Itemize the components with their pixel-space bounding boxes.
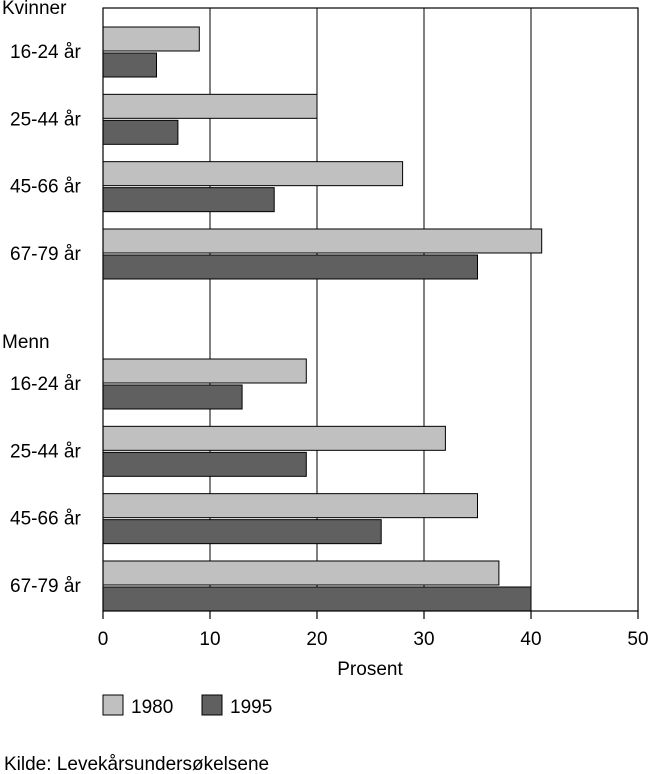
bars — [102, 26, 543, 612]
group-label-menn: Menn — [2, 332, 50, 353]
bar-kvinner-2-1980 — [102, 161, 404, 187]
category-label-kvinner-2: 45-66 år — [10, 177, 81, 198]
category-label-kvinner-1: 25-44 år — [10, 109, 81, 130]
category-label-menn-3: 67-79 år — [10, 576, 81, 597]
group-label-kvinner: Kvinner — [2, 0, 67, 19]
category-label-menn-2: 45-66 år — [10, 509, 81, 530]
bar-kvinner-0-1980 — [102, 26, 200, 52]
x-axis-label: Prosent — [337, 659, 403, 680]
bar-kvinner-3-1980 — [102, 228, 543, 254]
x-axis-ticks: 0 10 20 30 40 50 — [98, 611, 649, 650]
bar-menn-3-1995 — [102, 586, 532, 612]
bar-menn-2-1980 — [102, 493, 478, 519]
tick-label-0: 0 — [98, 629, 109, 650]
legend-swatch-1995 — [201, 694, 223, 716]
legend-swatch-1980 — [102, 694, 124, 716]
tick-label-20: 20 — [306, 629, 327, 650]
bar-menn-1-1995 — [102, 451, 307, 477]
category-label-menn-1: 25-44 år — [10, 441, 81, 462]
bar-kvinner-3-1995 — [102, 254, 478, 280]
category-label-kvinner-0: 16-24 år — [10, 42, 81, 63]
bar-kvinner-0-1995 — [102, 52, 157, 78]
category-label-menn-0: 16-24 år — [10, 374, 81, 395]
bar-menn-3-1980 — [102, 560, 500, 586]
tick-label-50: 50 — [627, 629, 648, 650]
category-label-kvinner-3: 67-79 år — [10, 244, 81, 265]
bar-kvinner-2-1995 — [102, 187, 275, 213]
bar-kvinner-1-1995 — [102, 119, 179, 145]
legend: 1980 1995 — [102, 694, 272, 718]
bar-menn-0-1995 — [102, 384, 243, 410]
bar-menn-0-1980 — [102, 358, 307, 384]
plot-frame — [102, 7, 639, 612]
bar-menn-1-1980 — [102, 425, 446, 451]
tick-label-30: 30 — [413, 629, 434, 650]
legend-label-1980: 1980 — [131, 697, 173, 718]
category-labels: Kvinner 16-24 år 25-44 år 45-66 år 67-79 år M… — [2, 0, 81, 597]
bar-menn-2-1995 — [102, 519, 382, 545]
legend-label-1995: 1995 — [230, 697, 272, 718]
tick-label-40: 40 — [520, 629, 541, 650]
bar-kvinner-1-1980 — [102, 93, 318, 119]
source-note: Kilde: Levekårsundersøkelsene — [4, 754, 269, 774]
tick-label-10: 10 — [199, 629, 220, 650]
